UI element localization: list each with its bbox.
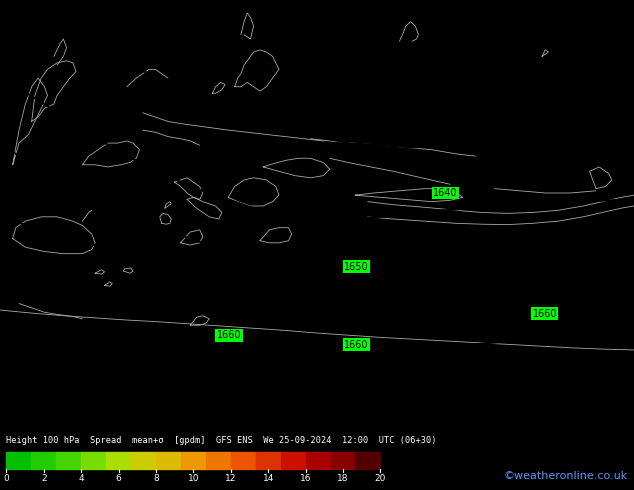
Bar	[31, 452, 56, 468]
Text: 16: 16	[300, 474, 311, 483]
Bar	[231, 452, 256, 468]
Text: 4: 4	[79, 474, 84, 483]
Text: 0: 0	[3, 474, 10, 483]
Text: Height 100 hPa  Spread  mean+σ  [gpdm]  GFS ENS  We 25-09-2024  12:00  UTC (06+3: Height 100 hPa Spread mean+σ [gpdm] GFS …	[6, 437, 437, 445]
Bar	[356, 452, 380, 468]
Text: 40: 40	[1, 15, 15, 24]
Text: 1660: 1660	[344, 340, 369, 350]
Bar	[6, 452, 31, 468]
Text: 14: 14	[262, 474, 274, 483]
Bar	[256, 452, 281, 468]
Text: 8: 8	[153, 474, 159, 483]
Text: 12: 12	[225, 474, 236, 483]
Bar	[306, 452, 330, 468]
Text: 2: 2	[41, 474, 46, 483]
Bar	[81, 452, 106, 468]
Text: 1660: 1660	[533, 309, 557, 318]
Bar	[330, 452, 356, 468]
Bar	[131, 452, 156, 468]
Bar	[181, 452, 206, 468]
Text: 10: 10	[188, 474, 199, 483]
Bar	[56, 452, 81, 468]
Text: 1660: 1660	[217, 330, 242, 340]
Text: 1650: 1650	[344, 262, 369, 272]
Text: 18: 18	[337, 474, 349, 483]
Bar	[206, 452, 231, 468]
Bar	[281, 452, 306, 468]
Text: 1640: 1640	[433, 188, 458, 198]
Text: ©weatheronline.co.uk: ©weatheronline.co.uk	[503, 471, 628, 481]
Text: 20: 20	[375, 474, 386, 483]
Text: 6: 6	[115, 474, 122, 483]
Bar	[106, 452, 131, 468]
Bar	[156, 452, 181, 468]
